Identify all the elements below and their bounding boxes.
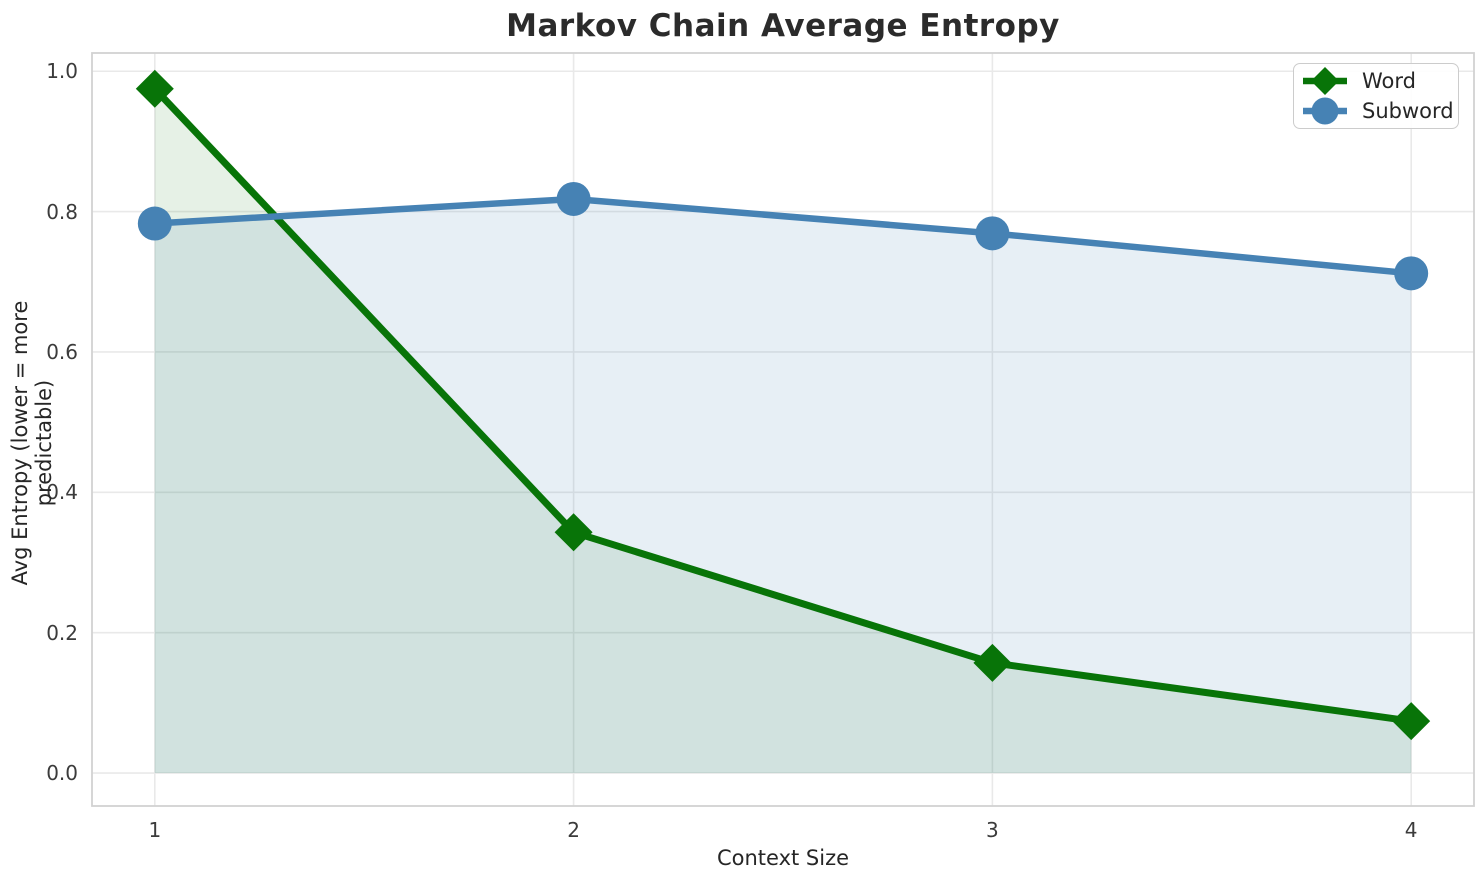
legend-item-subword: Subword (1298, 96, 1454, 126)
word-diamond-icon (1303, 67, 1347, 95)
y-tick-label: 0.4 (46, 480, 78, 505)
x-tick-label: 4 (1404, 818, 1418, 842)
plot-border (91, 52, 1475, 807)
legend-label-word: Word (1362, 69, 1416, 93)
word-data-point (135, 69, 174, 108)
y-tick-label: 0.6 (46, 339, 78, 364)
subword-line (154, 195, 1412, 277)
subword-data-point (556, 181, 591, 216)
word-data-point (973, 643, 1012, 682)
y-tick-label: 0.0 (46, 761, 78, 786)
word-line (152, 86, 1412, 725)
subword-data-point (1394, 256, 1429, 291)
chart-title: Markov Chain Average Entropy (506, 8, 1060, 44)
word-area-fill (154, 88, 1412, 774)
word-data-point (1392, 702, 1431, 741)
y-tick-label: 1.0 (46, 59, 78, 84)
plot-background (92, 53, 1474, 806)
legend: Word Subword (1293, 63, 1459, 129)
x-tick-label: 2 (567, 818, 580, 842)
word-data-point (554, 513, 593, 552)
subword-data-point (137, 206, 172, 241)
subword-data-point (975, 216, 1010, 251)
legend-item-word: Word (1298, 66, 1454, 96)
y-tick-label: 0.8 (46, 199, 78, 224)
y-tick-label: 0.2 (46, 620, 78, 645)
y-axis-label: Avg Entropy (lower = more predictable) (8, 300, 56, 586)
subword-area-fill (154, 198, 1412, 774)
x-tick-label: 3 (986, 818, 999, 842)
subword-circle-icon (1303, 97, 1347, 125)
x-axis-label: Context Size (716, 846, 850, 870)
legend-label-subword: Subword (1362, 99, 1454, 123)
x-tick-label: 1 (148, 818, 162, 842)
